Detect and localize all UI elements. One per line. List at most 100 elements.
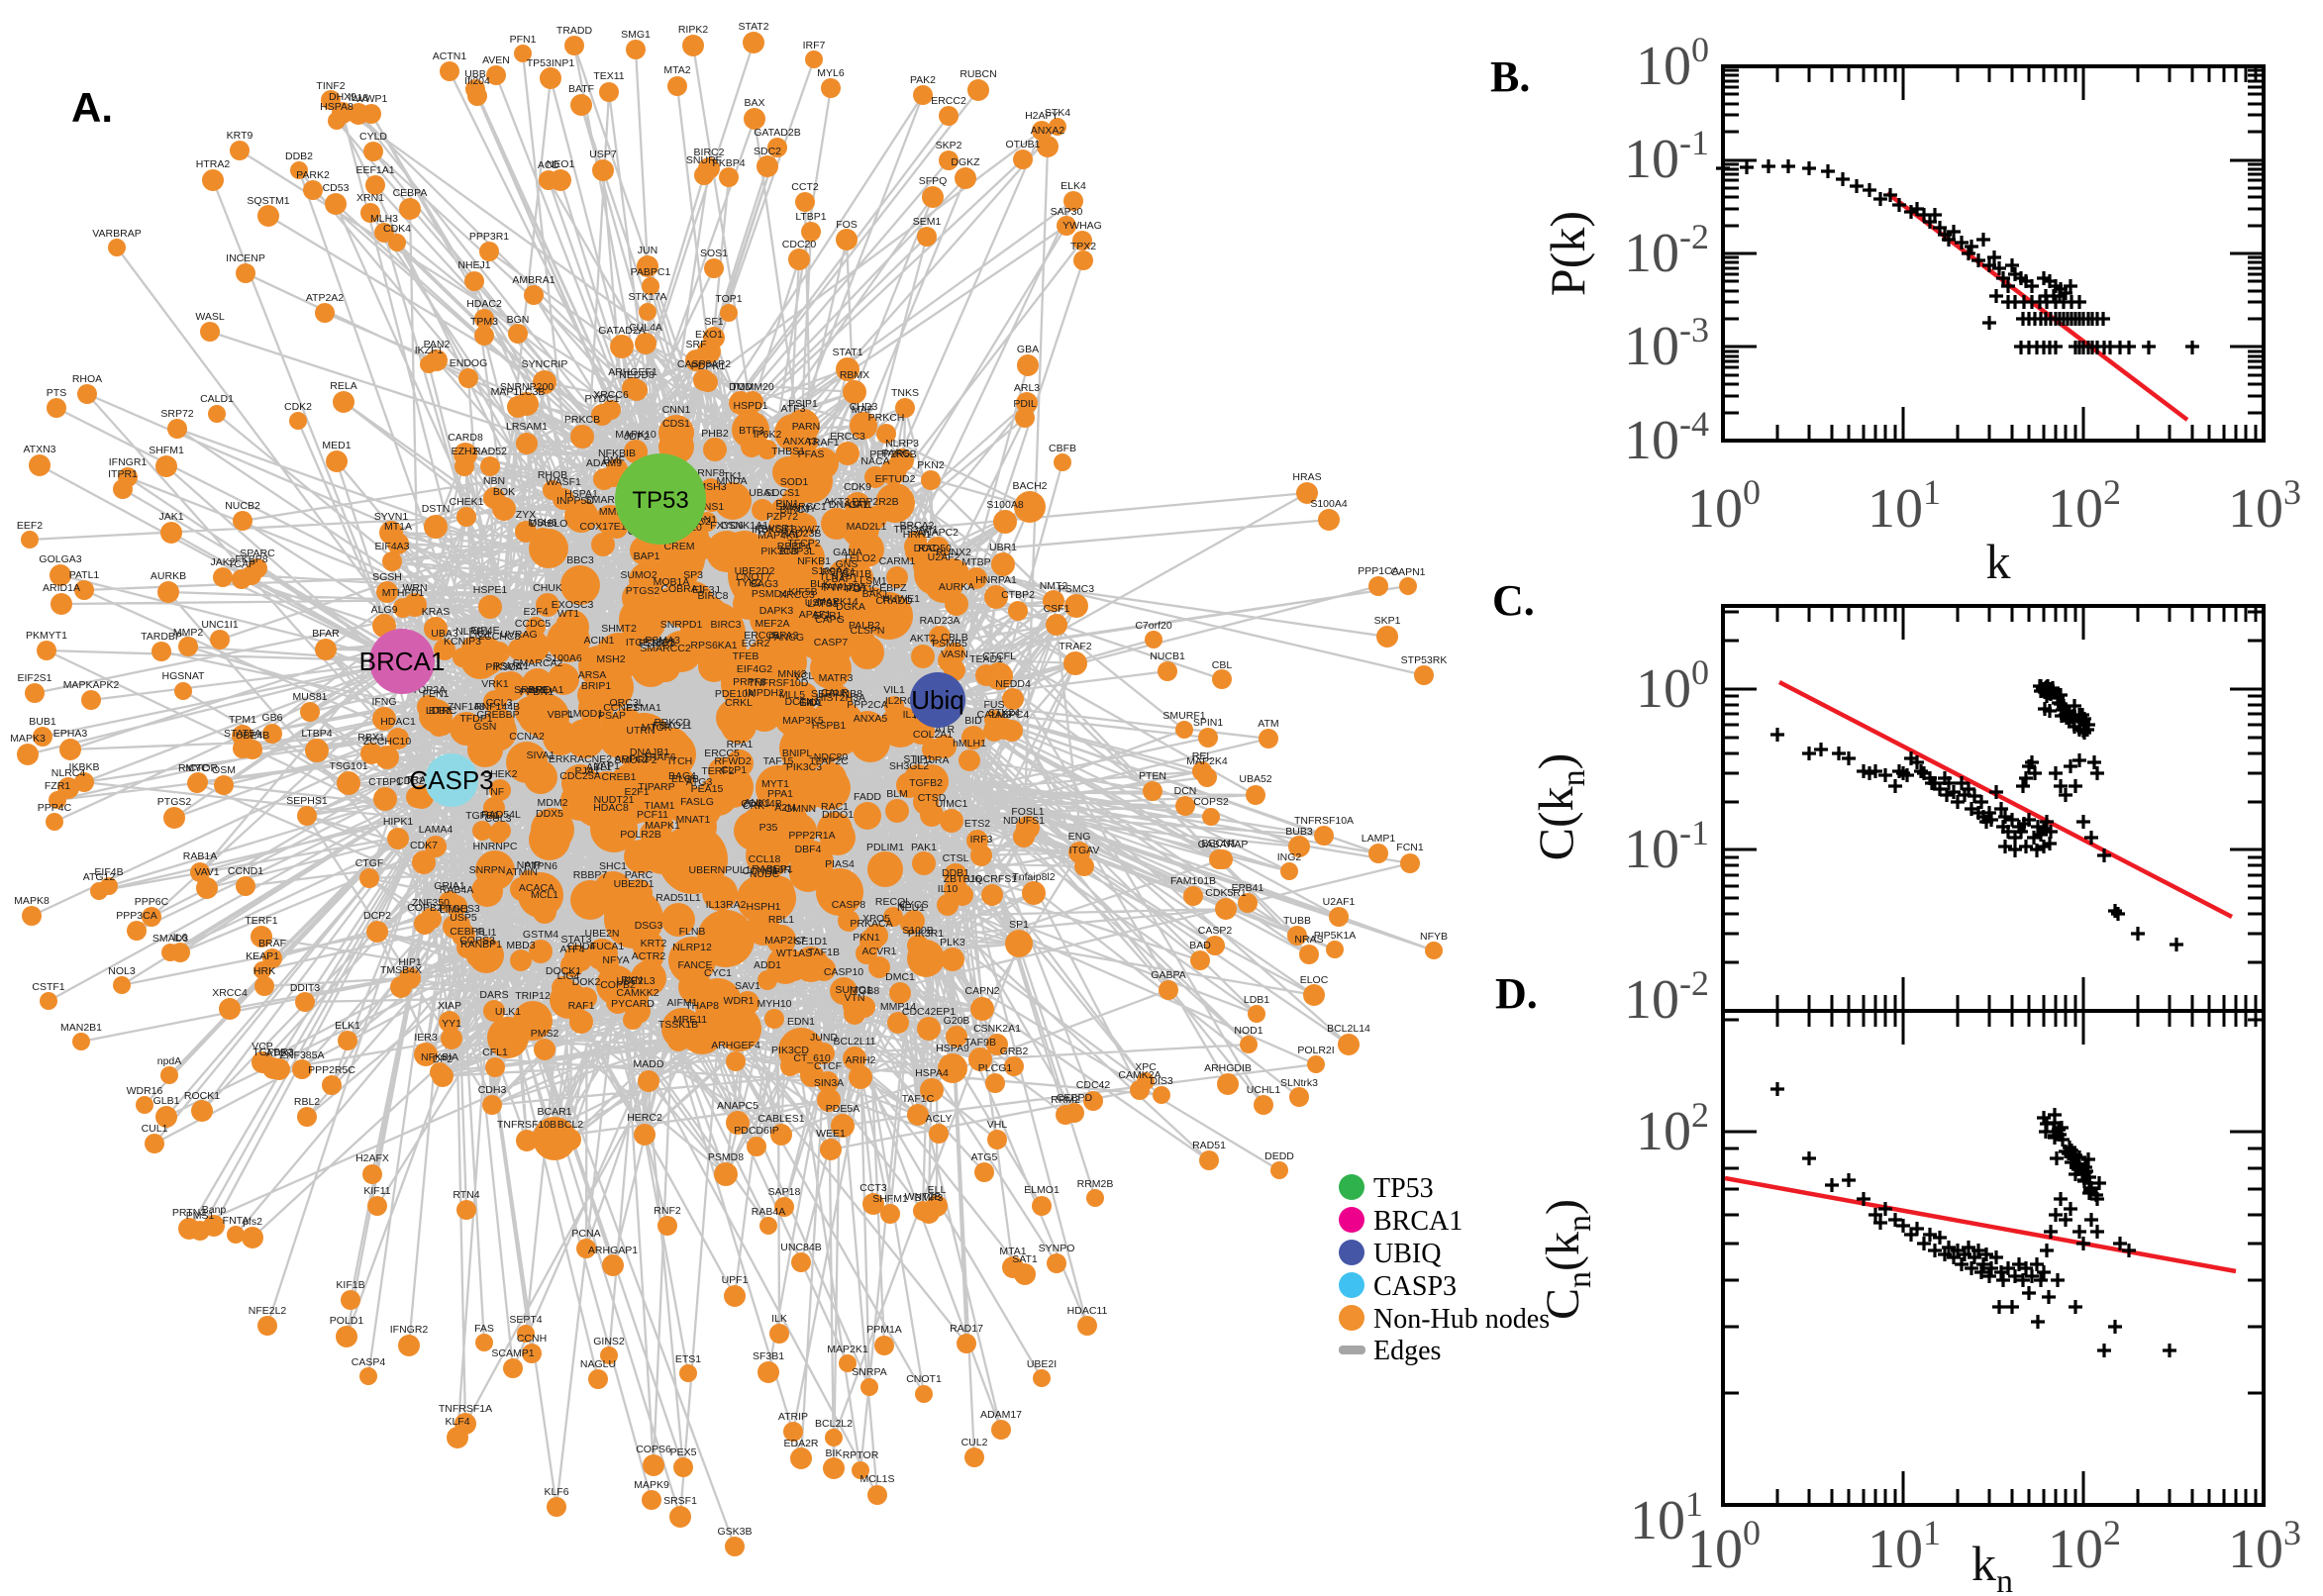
- svg-text:PARC: PARC: [625, 869, 654, 881]
- svg-text:ATMIN: ATMIN: [506, 866, 538, 878]
- svg-text:TNFRSF10A: TNFRSF10A: [1294, 815, 1354, 827]
- svg-text:APOA1: APOA1: [529, 684, 563, 696]
- svg-text:EEF1A1: EEF1A1: [355, 164, 394, 176]
- svg-text:GABARAP: GABARAP: [1198, 839, 1249, 850]
- svg-text:RAD17: RAD17: [950, 1323, 983, 1335]
- svg-text:XPO5: XPO5: [862, 913, 890, 925]
- svg-text:TINF2: TINF2: [316, 80, 345, 92]
- svg-text:NOL3: NOL3: [108, 965, 136, 977]
- svg-text:10-3: 10-3: [1624, 310, 1709, 377]
- svg-text:PAK1: PAK1: [911, 842, 937, 853]
- svg-text:GLB1: GLB1: [153, 1095, 180, 1107]
- svg-text:PSMC3: PSMC3: [1059, 583, 1094, 595]
- svg-text:BUB1: BUB1: [29, 716, 56, 728]
- svg-text:IKBKB: IKBKB: [69, 761, 100, 773]
- svg-text:CTCF: CTCF: [814, 1060, 842, 1072]
- svg-text:PDPK1: PDPK1: [691, 360, 726, 372]
- svg-text:ARHGEF1: ARHGEF1: [608, 366, 657, 378]
- svg-text:CDK9: CDK9: [844, 481, 871, 493]
- svg-text:BAX: BAX: [744, 97, 764, 109]
- svg-text:RBL2: RBL2: [294, 1096, 320, 1108]
- svg-text:SMURF2: SMURF2: [614, 754, 656, 766]
- svg-text:RRM2B: RRM2B: [1077, 1178, 1114, 1190]
- svg-text:SEPHS1: SEPHS1: [286, 795, 328, 807]
- svg-text:SH3GL2: SH3GL2: [889, 760, 929, 772]
- svg-text:NLRP1: NLRP1: [455, 626, 489, 638]
- svg-text:IL6: IL6: [173, 932, 188, 944]
- svg-text:SMURF1: SMURF1: [1162, 710, 1205, 722]
- svg-text:SEM1: SEM1: [913, 216, 942, 228]
- svg-text:TNF: TNF: [484, 786, 504, 798]
- svg-text:ADAM17: ADAM17: [980, 1409, 1022, 1421]
- svg-text:DEDD: DEDD: [1264, 1150, 1294, 1162]
- svg-text:S100B: S100B: [902, 925, 934, 937]
- svg-text:PPA1: PPA1: [767, 788, 793, 800]
- svg-text:DP2: DP2: [433, 1053, 454, 1065]
- svg-text:JDP2: JDP2: [624, 431, 650, 443]
- svg-text:AURKB: AURKB: [151, 570, 186, 582]
- svg-text:RAD54L: RAD54L: [481, 809, 521, 821]
- svg-text:GB6: GB6: [261, 712, 282, 724]
- svg-text:ARHGEF4: ARHGEF4: [711, 1040, 760, 1051]
- svg-text:EXOSC3: EXOSC3: [552, 599, 594, 611]
- svg-text:C.: C.: [1492, 576, 1535, 625]
- svg-text:EPB41: EPB41: [1232, 882, 1264, 894]
- svg-text:RECQL: RECQL: [875, 896, 911, 908]
- svg-text:PCF11: PCF11: [637, 809, 668, 821]
- svg-text:VRK1: VRK1: [481, 678, 509, 690]
- svg-text:NOD1: NOD1: [1234, 1025, 1262, 1037]
- svg-text:ZCCHC10: ZCCHC10: [363, 736, 412, 748]
- svg-text:RNF8: RNF8: [697, 467, 725, 479]
- svg-text:CTBP2: CTBP2: [1001, 589, 1035, 601]
- svg-text:PSMC1: PSMC1: [493, 660, 529, 672]
- svg-text:UCHL1: UCHL1: [1247, 1084, 1281, 1096]
- svg-text:APAF1: APAF1: [799, 609, 832, 621]
- svg-text:PCNA: PCNA: [571, 1228, 600, 1240]
- svg-text:FEN1: FEN1: [423, 688, 450, 700]
- svg-text:CARM1: CARM1: [879, 555, 916, 567]
- svg-text:CHEK1: CHEK1: [449, 496, 483, 508]
- svg-text:ARHGDIB: ARHGDIB: [1204, 1062, 1252, 1074]
- svg-text:MAPK10: MAPK10: [615, 429, 656, 441]
- svg-text:WWP1: WWP1: [355, 93, 388, 105]
- svg-text:SNRPD1: SNRPD1: [660, 619, 703, 631]
- svg-text:MAPK3: MAPK3: [10, 733, 46, 745]
- svg-text:EZH2: EZH2: [452, 446, 478, 457]
- svg-text:RUBCN: RUBCN: [960, 68, 996, 80]
- svg-text:DMD: DMD: [729, 381, 753, 393]
- svg-text:COL2A1: COL2A1: [913, 729, 953, 741]
- svg-text:COPB2: COPB2: [407, 902, 443, 914]
- svg-text:TFDP1: TFDP1: [459, 713, 492, 725]
- svg-text:CREBBP: CREBBP: [476, 709, 519, 721]
- svg-text:ACACA: ACACA: [519, 882, 555, 894]
- svg-text:HIPK1: HIPK1: [383, 816, 414, 828]
- svg-text:TPM3: TPM3: [470, 316, 498, 328]
- svg-text:PKMYT1: PKMYT1: [26, 630, 67, 642]
- svg-text:VIL1: VIL1: [883, 684, 905, 696]
- svg-text:WASF1: WASF1: [546, 476, 581, 488]
- svg-text:KIF1B: KIF1B: [336, 1279, 364, 1291]
- svg-text:SERPINB8: SERPINB8: [811, 688, 862, 700]
- svg-text:RABEP1: RABEP1: [752, 863, 793, 875]
- svg-text:ERKRACNE2: ERKRACNE2: [549, 753, 612, 765]
- svg-text:BAG3: BAG3: [751, 578, 778, 590]
- svg-text:SRF: SRF: [686, 339, 707, 350]
- svg-text:PKN1: PKN1: [853, 932, 880, 944]
- svg-text:FANCE: FANCE: [677, 959, 712, 971]
- svg-text:UIMC1: UIMC1: [936, 798, 968, 810]
- svg-text:SUMO2: SUMO2: [620, 569, 657, 581]
- svg-text:NUDC: NUDC: [750, 868, 780, 880]
- svg-text:MYT1: MYT1: [761, 778, 789, 790]
- svg-text:PPP3R1: PPP3R1: [469, 231, 509, 243]
- svg-text:BLK: BLK: [810, 578, 830, 590]
- svg-text:DHX9: DHX9: [329, 91, 356, 103]
- svg-text:S100A6: S100A6: [545, 652, 582, 664]
- svg-text:WT1AS: WT1AS: [776, 948, 812, 959]
- svg-text:DAPK3: DAPK3: [759, 605, 794, 617]
- svg-text:ITGB8: ITGB8: [850, 985, 880, 997]
- svg-text:SKP2: SKP2: [936, 140, 962, 151]
- svg-text:UBE2D1: UBE2D1: [614, 878, 655, 890]
- svg-text:LAMA4: LAMA4: [419, 824, 454, 836]
- svg-text:HRH1: HRH1: [903, 529, 932, 541]
- svg-text:STP53RK: STP53RK: [1401, 654, 1448, 666]
